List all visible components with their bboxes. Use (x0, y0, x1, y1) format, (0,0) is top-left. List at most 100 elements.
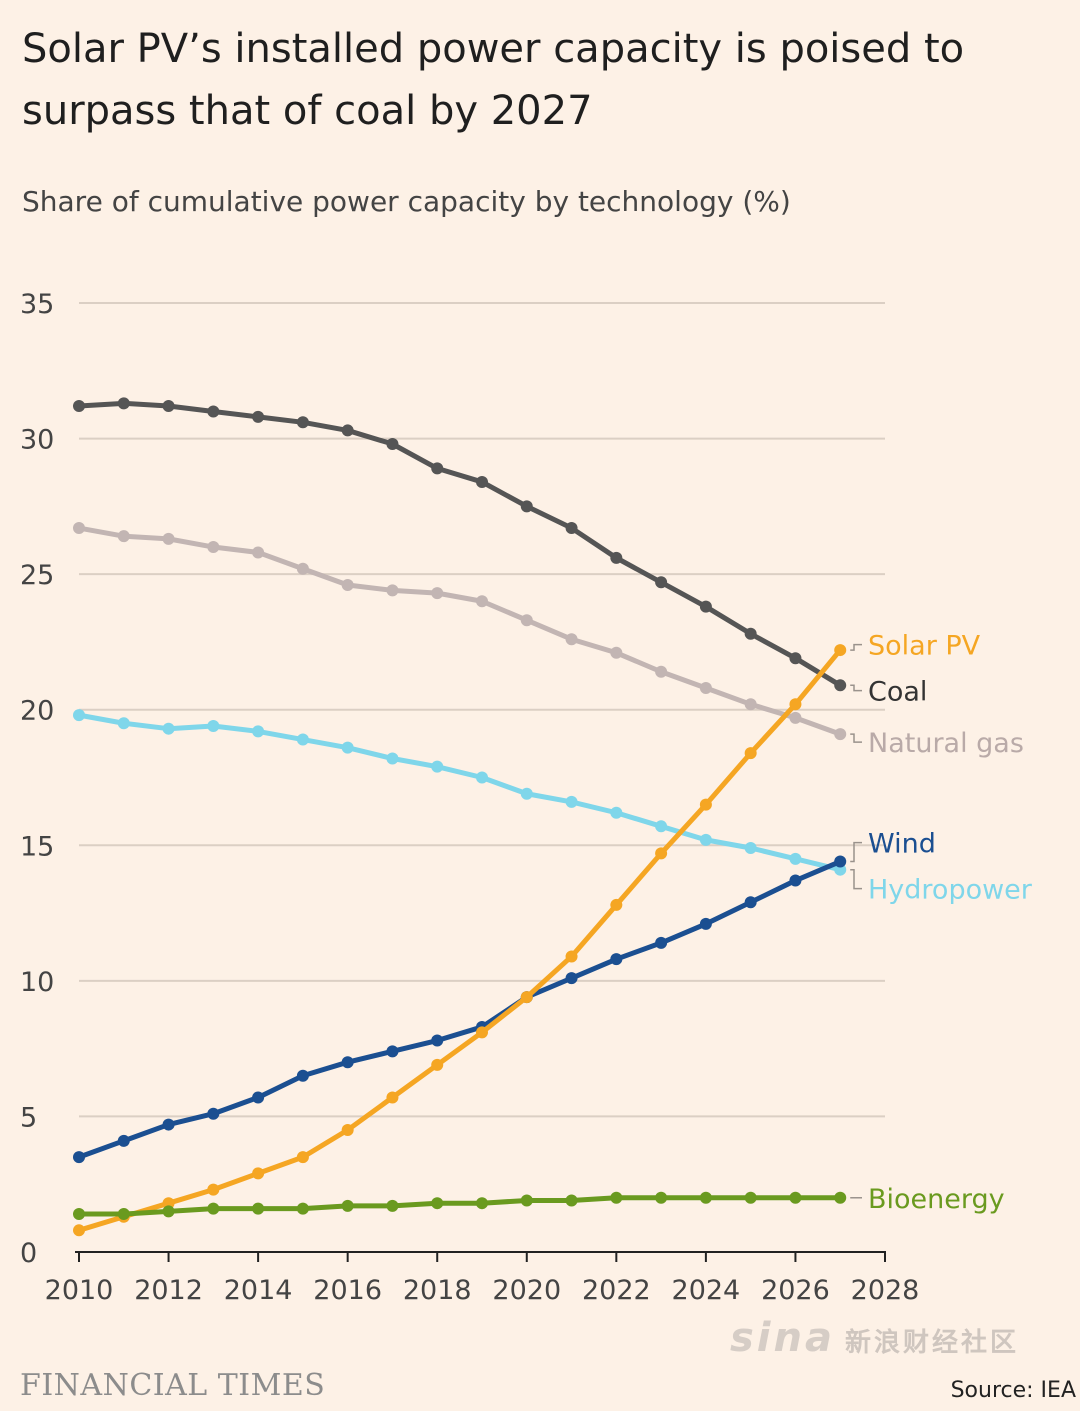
data-point-bioenergy-2015 (296, 1202, 309, 1215)
data-point-wind-2025 (744, 896, 757, 909)
data-point-bioenergy-2025 (744, 1191, 757, 1204)
y-tick-label-30: 30 (20, 425, 54, 456)
leader-line-hydropower (850, 868, 862, 890)
data-point-natural-gas-2020 (520, 614, 533, 627)
data-point-bioenergy-2023 (655, 1191, 668, 1204)
label-layer: Solar PV Coal Natural gas Wind Hydropower Bio… (850, 631, 1033, 1215)
data-point-bioenergy-2024 (699, 1191, 712, 1204)
data-point-wind-2010 (73, 1151, 85, 1164)
x-tick-label-2012: 2012 (134, 1275, 203, 1306)
data-point-wind-2016 (341, 1056, 354, 1069)
data-point-bioenergy-2026 (789, 1191, 802, 1204)
data-point-wind-2014 (252, 1091, 265, 1104)
data-point-natural-gas-2014 (252, 546, 265, 559)
data-point-coal-2012 (162, 400, 175, 413)
y-tick-label-25: 25 (20, 560, 54, 591)
data-point-coal-2016 (341, 424, 354, 437)
leader-line-natural-gas (850, 733, 862, 743)
data-point-hydropower-2011 (117, 717, 130, 730)
data-point-wind-2018 (431, 1034, 444, 1047)
series-label-bioenergy: Bioenergy (868, 1184, 1005, 1215)
chart-title: Solar PV’s installed power capacity is p… (22, 26, 965, 134)
y-tick-label-0: 0 (20, 1238, 37, 1269)
data-point-bioenergy-2013 (207, 1202, 220, 1215)
series-line-wind (76, 859, 843, 1160)
data-point-natural-gas-2026 (789, 711, 802, 724)
series-line-coal (76, 400, 843, 688)
chart-subtitle: Share of cumulative power capacity by te… (22, 185, 791, 218)
data-point-coal-2027 (834, 679, 847, 692)
data-point-coal-2013 (207, 405, 220, 418)
data-point-solar-pv-2016 (341, 1123, 354, 1136)
y-tick-label-35: 35 (20, 289, 54, 320)
sina-logo: sina (730, 1315, 835, 1361)
y-tick-label-10: 10 (20, 967, 54, 998)
leader-line-wind (850, 841, 862, 863)
data-point-wind-2015 (296, 1069, 309, 1082)
data-point-natural-gas-2027 (834, 728, 847, 741)
data-point-natural-gas-2019 (476, 595, 488, 608)
x-tick-label-2020: 2020 (492, 1275, 561, 1306)
data-point-coal-2025 (744, 627, 757, 640)
data-point-natural-gas-2017 (386, 584, 399, 597)
data-point-bioenergy-2022 (610, 1191, 623, 1204)
sina-watermark: sina 新浪财经社区 (730, 1315, 1019, 1361)
data-point-natural-gas-2024 (699, 682, 712, 695)
watermark-text: 新浪财经社区 (845, 1328, 1020, 1358)
x-tick-label-2014: 2014 (224, 1275, 293, 1306)
data-point-hydropower-2015 (296, 733, 309, 746)
financial-times-logo: FINANCIAL TIMES (20, 1368, 326, 1403)
data-point-wind-2021 (565, 972, 578, 985)
data-point-solar-pv-2020 (520, 991, 533, 1004)
data-point-bioenergy-2017 (386, 1199, 399, 1212)
data-point-natural-gas-2022 (610, 646, 623, 659)
data-point-natural-gas-2018 (431, 587, 444, 600)
data-point-coal-2010 (73, 400, 85, 413)
data-point-hydropower-2021 (565, 795, 578, 808)
data-point-coal-2024 (699, 600, 712, 613)
data-point-wind-2024 (699, 917, 712, 930)
series-layer (73, 397, 847, 1237)
data-point-bioenergy-2020 (520, 1194, 533, 1207)
data-point-bioenergy-2014 (252, 1202, 265, 1215)
x-tick-label-2026: 2026 (761, 1275, 830, 1306)
data-point-solar-pv-2017 (386, 1091, 399, 1104)
data-point-bioenergy-2018 (431, 1197, 444, 1210)
data-point-hydropower-2023 (655, 820, 668, 833)
data-point-hydropower-2010 (73, 709, 85, 722)
data-point-solar-pv-2015 (296, 1151, 309, 1164)
x-tick-label-2010: 2010 (45, 1275, 114, 1306)
y-tick-label-20: 20 (20, 696, 54, 727)
data-point-coal-2011 (117, 397, 130, 410)
data-point-solar-pv-2013 (207, 1183, 220, 1196)
data-point-hydropower-2016 (341, 741, 354, 754)
series-label-wind: Wind (868, 829, 936, 860)
data-point-bioenergy-2021 (565, 1194, 578, 1207)
data-point-solar-pv-2025 (744, 747, 757, 760)
data-point-bioenergy-2011 (117, 1208, 130, 1221)
data-point-coal-2021 (565, 522, 578, 535)
y-tick-label-15: 15 (20, 831, 54, 862)
data-point-coal-2014 (252, 410, 265, 423)
data-point-bioenergy-2016 (341, 1199, 354, 1212)
data-point-hydropower-2012 (162, 722, 175, 735)
x-tick-label-2028: 2028 (851, 1275, 920, 1306)
series-line-solar-pv (76, 647, 843, 1233)
x-tick-label-2022: 2022 (582, 1275, 651, 1306)
data-point-hydropower-2025 (744, 841, 757, 854)
data-point-solar-pv-2014 (252, 1167, 265, 1180)
data-point-hydropower-2019 (476, 771, 488, 784)
data-point-solar-pv-2023 (655, 847, 668, 860)
data-point-natural-gas-2015 (296, 562, 309, 575)
data-point-wind-2017 (386, 1045, 399, 1058)
data-point-coal-2026 (789, 652, 802, 665)
data-point-hydropower-2014 (252, 725, 265, 738)
data-point-bioenergy-2010 (73, 1208, 85, 1221)
series-label-natural-gas: Natural gas (868, 728, 1024, 759)
data-point-natural-gas-2025 (744, 698, 757, 711)
data-point-hydropower-2013 (207, 719, 220, 732)
series-label-hydropower: Hydropower (868, 875, 1033, 906)
data-point-hydropower-2020 (520, 787, 533, 800)
data-point-bioenergy-2012 (162, 1205, 175, 1218)
